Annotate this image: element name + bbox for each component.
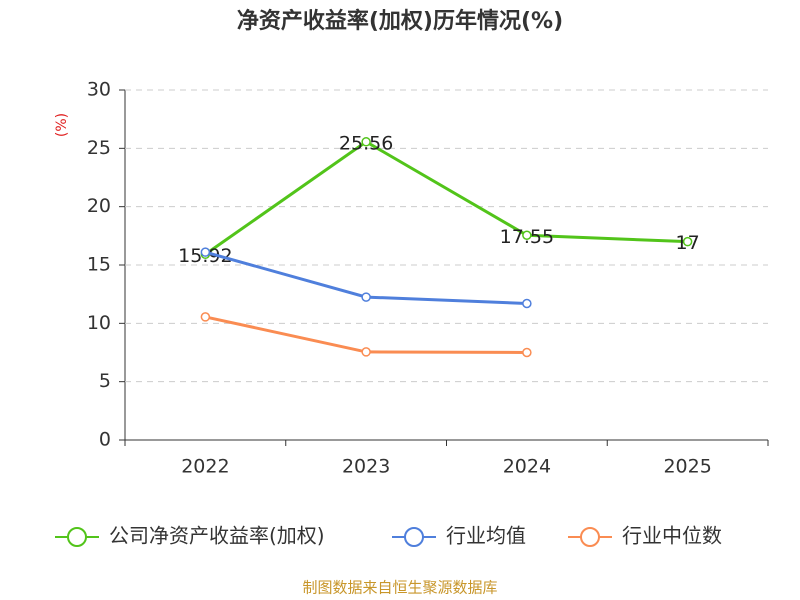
series-line [204, 140, 688, 256]
y-tick-label: 15 [87, 254, 111, 276]
point [361, 347, 371, 357]
x-tick-label: 2025 [663, 456, 711, 478]
point [522, 298, 532, 309]
series-line [205, 315, 527, 354]
y-axis-label: (%) [54, 113, 70, 137]
legend-label: 行业均值 [446, 524, 526, 548]
y-tick-label: 5 [99, 370, 111, 392]
y-tick-label: 20 [87, 195, 111, 217]
y-tick-label: 25 [87, 137, 111, 159]
point [361, 137, 371, 147]
legend-marker [580, 527, 600, 547]
point [361, 292, 371, 302]
x-tick-label: 2022 [181, 456, 229, 478]
y-tick-label: 30 [87, 79, 111, 101]
source-note: 制图数据来自恒生聚源数据库 [302, 579, 497, 597]
y-tick-label: 0 [99, 429, 111, 451]
y-tick-label: 10 [87, 312, 111, 334]
legend-marker [404, 527, 424, 547]
x-tick-label: 2023 [342, 456, 390, 478]
data-label: 17 [676, 232, 700, 254]
point [682, 236, 693, 247]
x-tick-label: 2024 [503, 456, 551, 478]
legend-marker [67, 527, 87, 547]
point [200, 247, 211, 257]
point [522, 347, 532, 358]
legend-label: 行业中位数 [622, 524, 722, 548]
data-label: 25.56 [339, 132, 393, 154]
point [200, 312, 211, 322]
data-label: 17.55 [500, 226, 554, 248]
point [522, 230, 532, 240]
legend-label: 公司净资产收益率(加权) [109, 524, 325, 548]
chart-title: 净资产收益率(加权)历年情况(%) [237, 8, 563, 34]
